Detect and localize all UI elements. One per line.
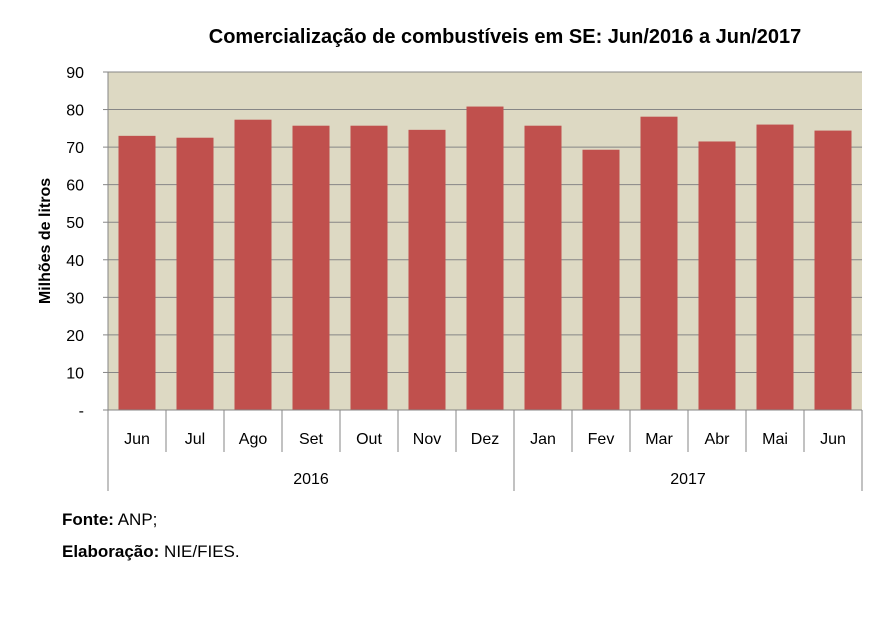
x-tick-label: Out [356, 431, 382, 448]
y-tick-label: 40 [66, 253, 84, 270]
bar-abr-10 [698, 141, 736, 410]
y-tick-label: - [79, 403, 84, 420]
y-tick-label: 10 [66, 365, 84, 382]
bar-mai-11 [756, 124, 794, 411]
x-tick-label: Abr [705, 431, 731, 448]
x-tick-label: Mai [762, 431, 788, 448]
bar-jan-7 [524, 125, 562, 411]
y-axis-label: Milhões de litros [37, 178, 54, 304]
credit-label: Elaboração: [62, 542, 160, 561]
credit-value: NIE/FIES. [159, 542, 240, 561]
y-tick-label: 50 [66, 215, 84, 232]
x-tick-label: Fev [588, 431, 615, 448]
x-tick-label: Nov [413, 431, 441, 448]
y-tick-label: 60 [66, 178, 84, 195]
x-tick-label: Mar [645, 431, 673, 448]
credit-note: Elaboração: NIE/FIES. [62, 542, 240, 562]
x-tick-label: Jun [124, 431, 150, 448]
bar-mar-9 [640, 116, 678, 411]
y-tick-label: 30 [66, 290, 84, 307]
bar-jun-12 [814, 130, 852, 410]
bar-fev-8 [582, 149, 620, 411]
group-label-2017: 2017 [670, 471, 706, 488]
y-tick-label: 20 [66, 328, 84, 345]
bar-jul-1 [176, 137, 214, 410]
x-tick-label: Dez [471, 431, 499, 448]
x-tick-label: Jul [185, 431, 205, 448]
x-tick-label: Set [299, 431, 324, 448]
x-tick-label: Jun [820, 431, 846, 448]
x-tick-label: Ago [239, 431, 268, 448]
bar-jun-0 [118, 135, 156, 410]
bar-ago-2 [234, 119, 272, 410]
source-note: Fonte: ANP; [62, 510, 157, 530]
bar-dez-6 [466, 106, 504, 410]
group-label-2016: 2016 [293, 471, 329, 488]
chart-title: Comercialização de combustíveis em SE: J… [209, 26, 802, 48]
x-tick-label: Jan [530, 431, 556, 448]
y-tick-label: 70 [66, 140, 84, 157]
bar-set-3 [292, 125, 330, 411]
y-tick-label: 80 [66, 103, 84, 120]
bar-out-4 [350, 125, 388, 411]
source-value: ANP; [113, 510, 158, 529]
bar-nov-5 [408, 129, 446, 410]
source-label: Fonte: [62, 510, 114, 529]
y-tick-label: 90 [66, 65, 84, 82]
